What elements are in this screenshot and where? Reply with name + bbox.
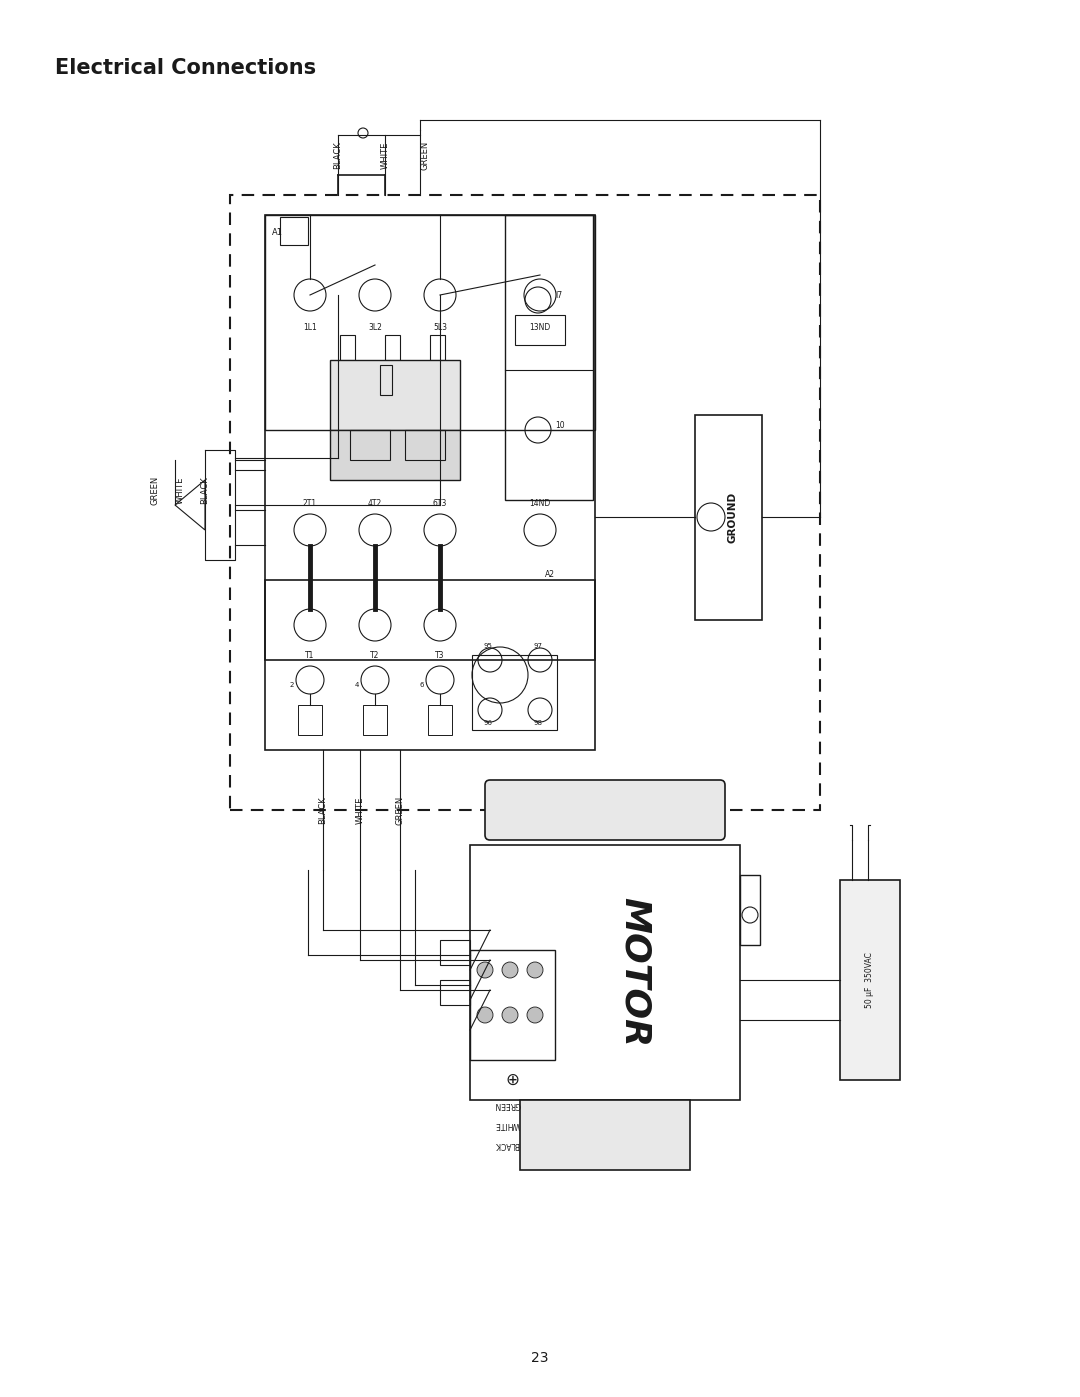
Text: 23: 23 xyxy=(531,1351,549,1365)
Text: 4: 4 xyxy=(355,682,360,687)
Text: Electrical Connections: Electrical Connections xyxy=(55,59,316,78)
Text: 14ND: 14ND xyxy=(529,499,551,509)
Bar xyxy=(505,215,593,500)
Text: ⊕: ⊕ xyxy=(505,1071,518,1090)
Text: 2: 2 xyxy=(289,682,294,687)
Bar xyxy=(472,655,557,731)
Bar xyxy=(440,981,470,1004)
Text: 97: 97 xyxy=(534,643,542,650)
Bar xyxy=(265,215,595,659)
Bar xyxy=(350,430,390,460)
Bar xyxy=(740,875,760,944)
Circle shape xyxy=(502,963,518,978)
Bar xyxy=(384,335,400,360)
Bar xyxy=(840,880,900,1080)
Text: BLACK: BLACK xyxy=(201,476,210,504)
Bar xyxy=(330,360,460,430)
Text: 98: 98 xyxy=(534,719,542,726)
Text: GREEN: GREEN xyxy=(494,1101,521,1109)
Text: WHITE: WHITE xyxy=(175,476,185,504)
Text: WHITE: WHITE xyxy=(380,141,390,169)
Bar xyxy=(380,365,392,395)
Polygon shape xyxy=(175,481,205,529)
Circle shape xyxy=(477,963,492,978)
Bar xyxy=(696,415,762,620)
Circle shape xyxy=(527,963,543,978)
Text: BLACK: BLACK xyxy=(334,141,342,169)
Text: GROUND: GROUND xyxy=(728,492,738,542)
Text: MOTOR: MOTOR xyxy=(618,897,652,1046)
Text: T3: T3 xyxy=(435,651,445,659)
Text: BLACK: BLACK xyxy=(495,1140,519,1150)
Bar xyxy=(430,335,445,360)
Bar xyxy=(470,845,740,1099)
Text: WHITE: WHITE xyxy=(355,796,365,824)
Text: 1L1: 1L1 xyxy=(303,323,316,332)
Bar xyxy=(440,940,470,965)
Text: 13ND: 13ND xyxy=(529,323,551,332)
Bar xyxy=(330,430,460,481)
Text: 3L2: 3L2 xyxy=(368,323,382,332)
Bar xyxy=(230,196,820,810)
Bar xyxy=(428,705,453,735)
Circle shape xyxy=(502,1007,518,1023)
Text: GREEN: GREEN xyxy=(395,795,405,824)
Bar xyxy=(265,215,595,430)
Text: T2: T2 xyxy=(370,651,380,659)
Circle shape xyxy=(477,1007,492,1023)
Bar xyxy=(340,335,355,360)
Text: GREEN: GREEN xyxy=(150,475,160,504)
Bar xyxy=(265,580,595,750)
Bar xyxy=(470,950,555,1060)
Circle shape xyxy=(527,1007,543,1023)
Bar xyxy=(280,217,308,244)
Bar xyxy=(519,1099,690,1171)
Text: GREEN: GREEN xyxy=(420,140,430,169)
FancyBboxPatch shape xyxy=(485,780,725,840)
Text: 2T1: 2T1 xyxy=(302,499,318,509)
Text: 95: 95 xyxy=(484,643,492,650)
Bar xyxy=(363,705,387,735)
Bar xyxy=(515,314,565,345)
Text: 96: 96 xyxy=(484,719,492,726)
Text: BLACK: BLACK xyxy=(319,796,327,824)
Text: 4T2: 4T2 xyxy=(368,499,382,509)
Bar xyxy=(405,430,445,460)
Bar xyxy=(298,705,322,735)
Text: T1: T1 xyxy=(306,651,314,659)
Text: 5L3: 5L3 xyxy=(433,323,447,332)
Text: WHITE: WHITE xyxy=(495,1120,519,1130)
Text: A1: A1 xyxy=(272,228,283,237)
Text: 10: 10 xyxy=(555,422,565,430)
Text: 6: 6 xyxy=(420,682,424,687)
Text: 6T3: 6T3 xyxy=(433,499,447,509)
Text: l7: l7 xyxy=(555,292,562,300)
Text: A2: A2 xyxy=(545,570,555,578)
Text: 50 μF  350VAC: 50 μF 350VAC xyxy=(865,953,875,1009)
